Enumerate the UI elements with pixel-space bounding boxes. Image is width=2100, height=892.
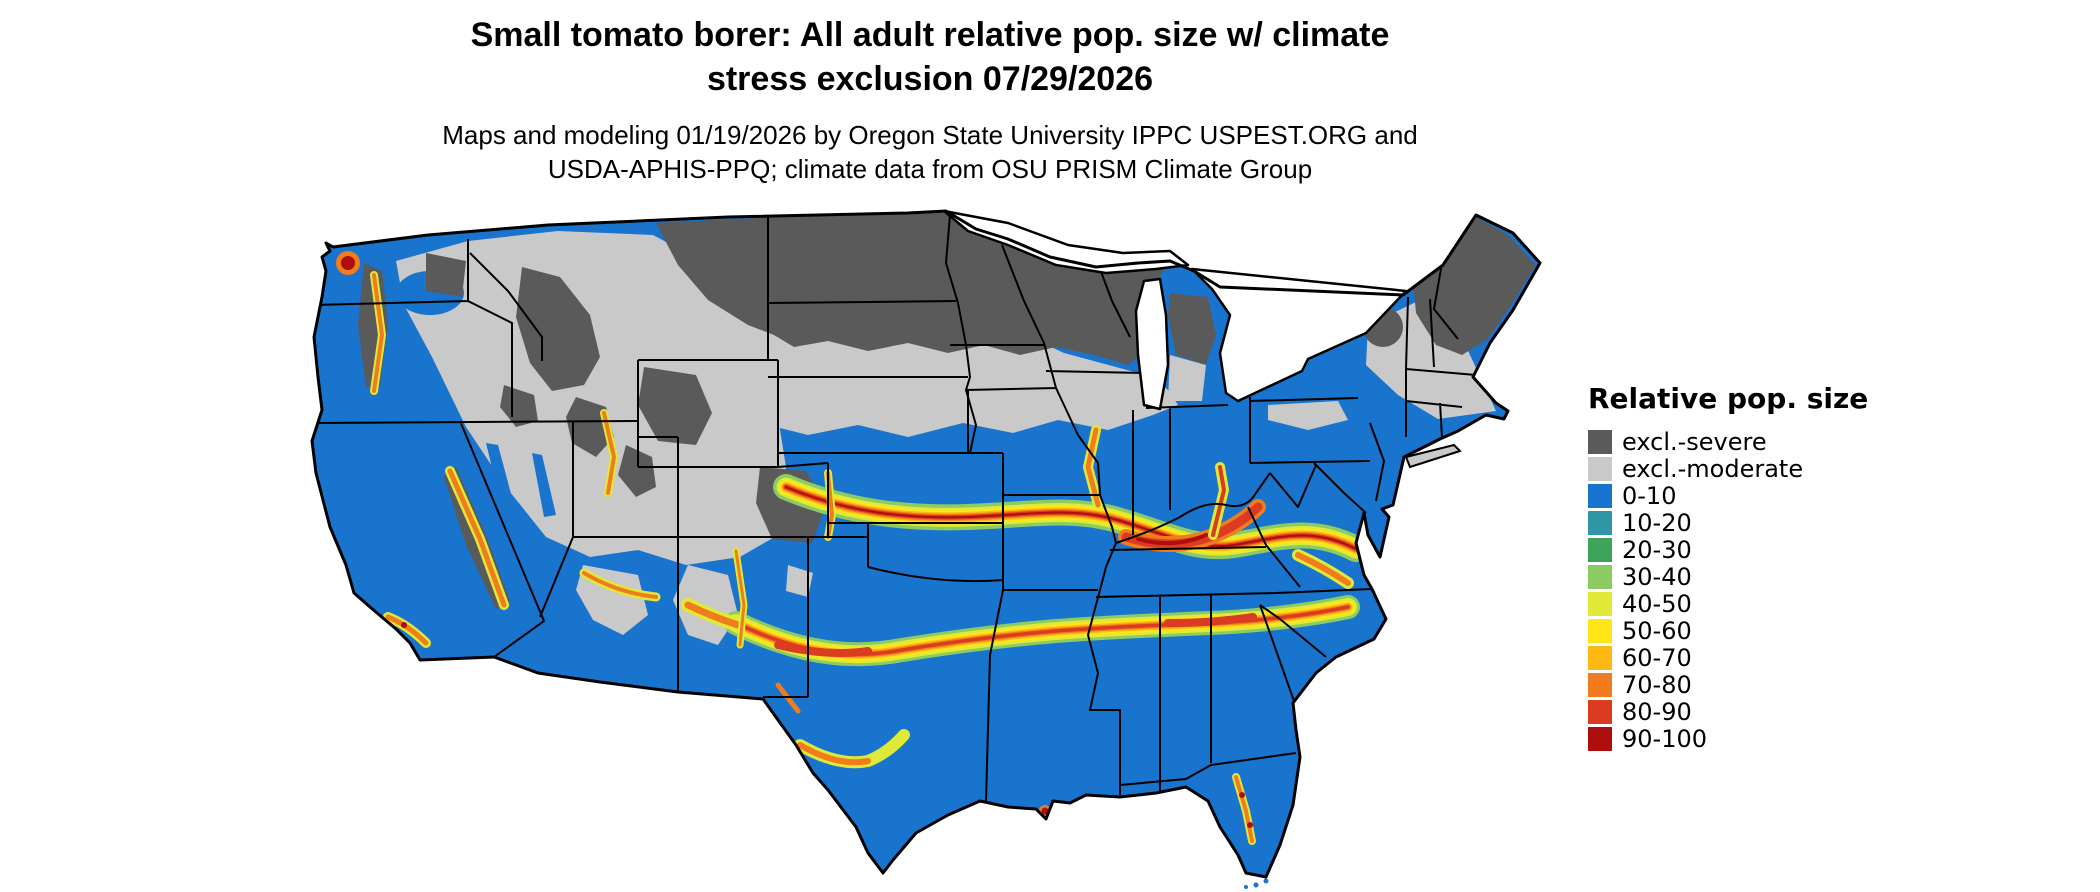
legend-item-label: 10-20 xyxy=(1622,508,1692,537)
header: Small tomato borer: All adult relative p… xyxy=(310,14,1550,187)
legend-swatch xyxy=(1588,699,1612,724)
legend-item: 90-100 xyxy=(1588,726,2058,751)
legend-swatch xyxy=(1588,591,1612,616)
legend-item: 50-60 xyxy=(1588,618,2058,643)
legend-swatch xyxy=(1588,672,1612,697)
us-map xyxy=(308,205,1548,892)
legend-item: 10-20 xyxy=(1588,510,2058,535)
legend-swatch xyxy=(1588,429,1612,454)
legend-item-label: 60-70 xyxy=(1622,643,1692,672)
long-island xyxy=(1404,443,1462,469)
legend-swatch xyxy=(1588,456,1612,481)
map-title-line2: stress exclusion 07/29/2026 xyxy=(706,59,1154,98)
legend-item-label: 70-80 xyxy=(1622,670,1692,699)
lake-superior xyxy=(942,209,1190,275)
map-subtitle: Maps and modeling 01/19/2026 by Oregon S… xyxy=(310,119,1550,187)
legend-item-label: 80-90 xyxy=(1622,697,1692,726)
warm-west-edges xyxy=(370,271,1256,845)
map-title-line1: Small tomato borer: All adult relative p… xyxy=(470,16,1390,54)
map-title: Small tomato borer: All adult relative p… xyxy=(310,14,1550,101)
state-borders xyxy=(312,214,1477,802)
warm-red-dots xyxy=(336,251,1253,828)
legend-swatch xyxy=(1588,618,1612,643)
lake-michigan xyxy=(1134,277,1170,411)
legend-item-label: 40-50 xyxy=(1622,589,1692,618)
great-lakes xyxy=(942,209,1408,411)
legend-item-label: 20-30 xyxy=(1622,535,1692,564)
legend-item-label: 50-60 xyxy=(1622,616,1692,645)
legend-item: excl.-moderate xyxy=(1588,456,2058,481)
us-map-svg xyxy=(310,209,1542,889)
lakes-huron-erie-ontario xyxy=(1190,267,1408,403)
legend-swatch xyxy=(1588,645,1612,670)
legend-item: 20-30 xyxy=(1588,537,2058,562)
map-subtitle-line1: Maps and modeling 01/19/2026 by Oregon S… xyxy=(442,120,1418,151)
legend-items: excl.-severe excl.-moderate 0-10 10-20 20-30… xyxy=(1588,429,2058,751)
legend-item: 70-80 xyxy=(1588,672,2058,697)
legend-item: 60-70 xyxy=(1588,645,2058,670)
legend: Relative pop. size excl.-severe excl.-mod… xyxy=(1588,382,2058,753)
florida-keys xyxy=(1244,878,1269,889)
legend-swatch xyxy=(1588,537,1612,562)
legend-swatch xyxy=(1588,564,1612,589)
legend-item-label: 0-10 xyxy=(1622,481,1677,510)
legend-item-label: 30-40 xyxy=(1622,562,1692,591)
map-subtitle-line2: USDA-APHIS-PPQ; climate data from OSU PR… xyxy=(547,153,1313,184)
legend-item: excl.-severe xyxy=(1588,429,2058,454)
legend-title: Relative pop. size xyxy=(1588,382,1869,415)
legend-item: 40-50 xyxy=(1588,591,2058,616)
legend-item-label: excl.-severe xyxy=(1622,427,1767,456)
legend-item: 80-90 xyxy=(1588,699,2058,724)
legend-item-label: excl.-moderate xyxy=(1622,454,1804,483)
legend-item: 0-10 xyxy=(1588,483,2058,508)
legend-item: 30-40 xyxy=(1588,564,2058,589)
legend-swatch xyxy=(1588,510,1612,535)
legend-item-label: 90-100 xyxy=(1622,724,1708,753)
legend-swatch xyxy=(1588,726,1612,751)
legend-swatch xyxy=(1588,483,1612,508)
